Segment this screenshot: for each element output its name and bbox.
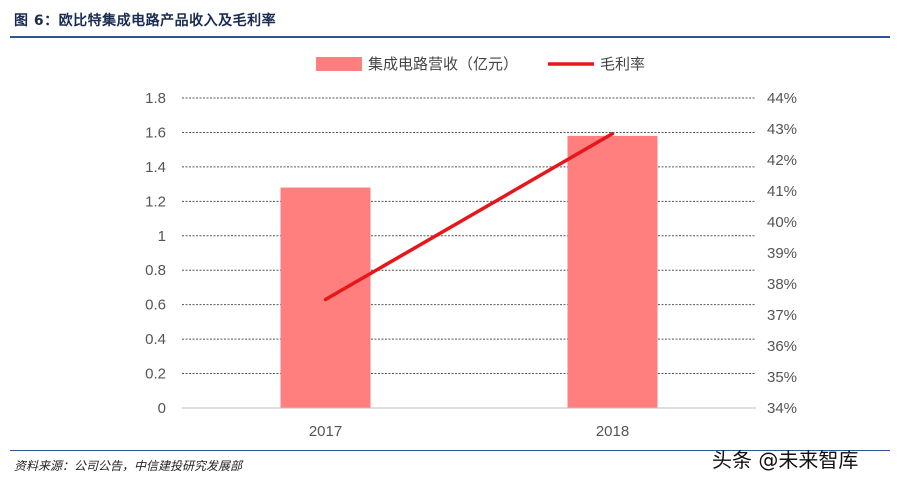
y-left-tick-label: 0.2 <box>145 366 166 383</box>
title-divider <box>10 36 890 38</box>
y-right-tick-label: 43% <box>767 121 797 138</box>
y-right-tick-label: 34% <box>767 400 797 417</box>
x-tick-label: 2017 <box>309 423 342 440</box>
y-left-tick-label: 1.6 <box>145 124 166 141</box>
legend-label-margin: 毛利率 <box>600 55 645 73</box>
source-divider <box>10 450 890 451</box>
watermark: 头条 @未来智库 <box>712 448 859 472</box>
y-right-tick-label: 37% <box>767 307 797 324</box>
figure-title: 图 6：欧比特集成电路产品收入及毛利率 <box>14 13 277 29</box>
series-line-margin <box>323 131 615 302</box>
y-right-tick-label: 40% <box>767 214 797 231</box>
y-left-tick-label: 0 <box>158 400 166 417</box>
y-left-tick-label: 1.8 <box>145 90 166 107</box>
bar-2018 <box>567 135 658 408</box>
y-left-tick-label: 0.4 <box>145 331 166 348</box>
x-tick-label: 2018 <box>596 423 629 440</box>
y-left-tick-label: 1.4 <box>145 159 166 176</box>
y-right-tick-label: 35% <box>767 369 797 386</box>
y-left-tick-label: 1 <box>158 228 166 245</box>
legend-label-revenue: 集成电路营收（亿元） <box>368 55 518 73</box>
y-left-tick-label: 0.8 <box>145 262 166 279</box>
y-right-tick-label: 36% <box>767 338 797 355</box>
legend-swatch-revenue <box>316 57 362 71</box>
y-right-tick-label: 39% <box>767 245 797 262</box>
y-right-tick-label: 41% <box>767 183 797 200</box>
y-left-tick-label: 1.2 <box>145 193 166 210</box>
y-right-tick-label: 38% <box>767 276 797 293</box>
y-right-tick-label: 44% <box>767 90 797 107</box>
y-right-tick-label: 42% <box>767 152 797 169</box>
y-left-tick-label: 0.6 <box>145 297 166 314</box>
source-note: 资料来源：公司公告，中信建投研究发展部 <box>14 459 243 473</box>
